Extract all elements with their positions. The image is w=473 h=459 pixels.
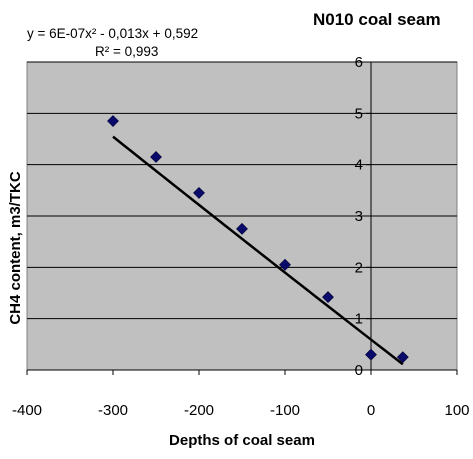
x-axis-title: Depths of coal seam [169,432,315,449]
tick-labels: -400 -300 -200 -100 0 100 0 1 2 3 4 5 6 [12,54,470,419]
data-points [107,115,409,364]
axes [26,61,458,375]
x-tick-label: 100 [444,402,469,419]
x-tick-label: 0 [367,402,375,419]
data-point [322,291,334,304]
x-tick-label: -300 [98,402,128,419]
y-tick-label: 2 [355,259,363,276]
trendline-path [112,135,404,366]
y-tick-label: 3 [355,208,363,225]
y-tick-label: 1 [355,311,363,328]
chart-title: N010 coal seam [313,10,441,29]
gridlines [27,61,457,320]
data-point [279,258,291,271]
y-axis-title: CH4 content, m3/TKC [7,171,24,325]
y-tick-label: 0 [355,362,363,379]
data-point [396,351,409,364]
data-point [193,186,205,199]
trendline-equation: y = 6E-07x² - 0,013x + 0,592 [27,26,198,41]
data-point [365,348,377,361]
data-point [236,222,248,235]
y-tick-label: 5 [355,105,363,122]
data-point [107,115,119,127]
y-tick-label: 4 [355,157,363,174]
data-point [150,151,162,163]
y-tick-label: 6 [355,54,363,71]
x-tick-label: -400 [12,402,42,419]
x-tick-label: -200 [184,402,214,419]
x-tick-label: -100 [270,402,300,419]
trendline [112,135,404,366]
trendline-r2: R² = 0,993 [95,44,158,59]
